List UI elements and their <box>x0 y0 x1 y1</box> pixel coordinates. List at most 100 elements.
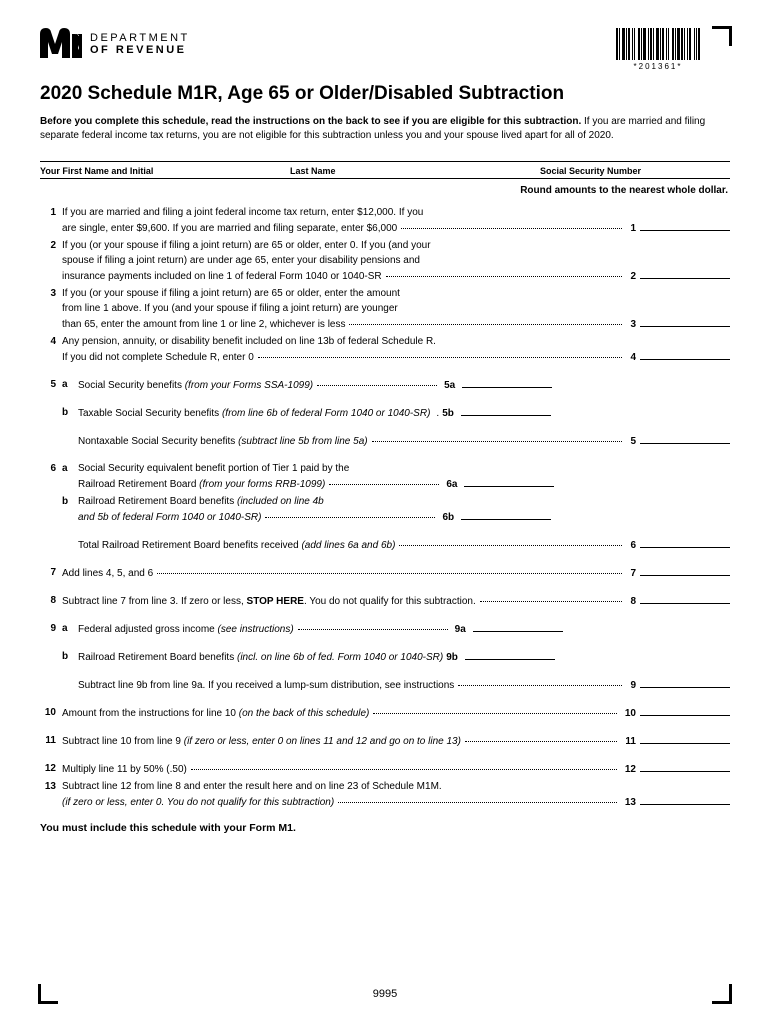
line-2: 2 If you (or your spouse if filing a joi… <box>40 238 730 284</box>
line-2-text-c: insurance payments included on line 1 of… <box>62 269 382 284</box>
crop-mark-bl <box>38 984 58 1004</box>
line-10-text: Amount from the instructions for line 10 <box>62 708 239 719</box>
line-6a-text1: Social Security equivalent benefit porti… <box>78 461 730 476</box>
line-7-text: Add lines 4, 5, and 6 <box>62 566 153 581</box>
line-4-text-b: If you did not complete Schedule R, ente… <box>62 350 254 365</box>
name-row: Your First Name and Initial Last Name So… <box>40 161 730 179</box>
line-5c-text: Nontaxable Social Security benefits <box>78 436 238 447</box>
line-9c-text: Subtract line 9b from line 9a. If you re… <box>78 678 454 693</box>
line-5a: 5 a Social Security benefits (from your … <box>40 377 730 393</box>
line-9b: b Railroad Retirement Board benefits (in… <box>40 649 730 665</box>
field-2[interactable] <box>640 268 730 279</box>
line-13-text-a: Subtract line 12 from line 8 and enter t… <box>62 779 730 794</box>
field-9[interactable] <box>640 677 730 688</box>
line-6b-italic1: (included on line 4b <box>237 496 324 507</box>
barcode-icon <box>616 28 700 60</box>
header: DEPARTMENT OF REVENUE *201361* <box>40 28 730 71</box>
field-6[interactable] <box>640 537 730 548</box>
line-4-text-a: Any pension, annuity, or disability bene… <box>62 334 730 349</box>
intro-bold: Before you complete this schedule, read … <box>40 116 581 127</box>
line-6-total: Total Railroad Retirement Board benefits… <box>40 537 730 553</box>
line-3-text-a: If you (or your spouse if filing a joint… <box>62 286 730 301</box>
field-6b[interactable] <box>461 509 551 520</box>
footer-note: You must include this schedule with your… <box>40 822 730 834</box>
logo-mn-icon <box>40 28 82 61</box>
line-3: 3 If you (or your spouse if filing a joi… <box>40 286 730 332</box>
line-1: 1 If you are married and filing a joint … <box>40 205 730 236</box>
line-3-text-b: from line 1 above. If you (and your spou… <box>62 301 730 316</box>
line-11: 11 Subtract line 10 from line 9 (if zero… <box>40 733 730 749</box>
line-9a-italic: (see instructions) <box>218 624 294 635</box>
label-ssn: Social Security Number <box>540 166 730 176</box>
line-13-italic: (if zero or less, enter 0. You do not qu… <box>62 795 334 810</box>
field-13[interactable] <box>640 794 730 805</box>
form-lines: 1 If you are married and filing a joint … <box>40 205 730 810</box>
line-11-italic: (if zero or less, enter 0 on lines 11 an… <box>184 736 461 747</box>
intro-paragraph: Before you complete this schedule, read … <box>40 115 730 143</box>
line-6a-italic: (from your forms RRB-1099) <box>199 479 325 490</box>
line-6c-text: Total Railroad Retirement Board benefits… <box>78 540 301 551</box>
field-10[interactable] <box>640 705 730 716</box>
field-8[interactable] <box>640 593 730 604</box>
line-8-text-b: STOP HERE <box>247 596 304 607</box>
line-9-total: Subtract line 9b from line 9a. If you re… <box>40 677 730 693</box>
field-7[interactable] <box>640 565 730 576</box>
line-5a-text: Social Security benefits <box>78 380 185 391</box>
field-3[interactable] <box>640 316 730 327</box>
line-6b: b Railroad Retirement Board benefits (in… <box>40 494 730 525</box>
page-title: 2020 Schedule M1R, Age 65 or Older/Disab… <box>40 83 730 105</box>
line-6c-italic: (add lines 6a and 6b) <box>301 540 395 551</box>
field-11[interactable] <box>640 733 730 744</box>
line-1-text-b: are single, enter $9,600. If you are mar… <box>62 221 397 236</box>
line-9a: 9 a Federal adjusted gross income (see i… <box>40 621 730 637</box>
line-8-text-a: Subtract line 7 from line 3. If zero or … <box>62 596 247 607</box>
line-6b-text1: Railroad Retirement Board benefits <box>78 496 237 507</box>
line-6a: 6 a Social Security equivalent benefit p… <box>40 461 730 492</box>
line-5b-text: Taxable Social Security benefits <box>78 408 222 419</box>
label-first-name: Your First Name and Initial <box>40 166 290 176</box>
line-2-text-a: If you (or your spouse if filing a joint… <box>62 238 730 253</box>
line-8: 8 Subtract line 7 from line 3. If zero o… <box>40 593 730 609</box>
line-6b-italic2: and 5b of federal Form 1040 or 1040-SR) <box>78 510 261 525</box>
round-note: Round amounts to the nearest whole dolla… <box>40 185 730 197</box>
line-5b: b Taxable Social Security benefits (from… <box>40 405 730 421</box>
line-5-total: Nontaxable Social Security benefits (sub… <box>40 433 730 449</box>
field-5[interactable] <box>640 433 730 444</box>
barcode-block: *201361* <box>616 28 700 71</box>
line-9b-text: Railroad Retirement Board benefits <box>78 652 237 663</box>
line-10-italic: (on the back of this schedule) <box>239 708 370 719</box>
field-5a[interactable] <box>462 377 552 388</box>
field-4[interactable] <box>640 349 730 360</box>
footer-number: 9995 <box>373 988 397 1000</box>
line-2-text-b: spouse if filing a joint return) are und… <box>62 253 730 268</box>
barcode-text: *201361* <box>616 62 700 71</box>
field-5b[interactable] <box>461 405 551 416</box>
crop-mark-tr <box>712 26 732 46</box>
field-9a[interactable] <box>473 621 563 632</box>
line-5c-italic: (subtract line 5b from line 5a) <box>238 436 368 447</box>
field-1[interactable] <box>640 220 730 231</box>
field-12[interactable] <box>640 761 730 772</box>
line-1-text-a: If you are married and filing a joint fe… <box>62 205 730 220</box>
line-9a-text: Federal adjusted gross income <box>78 624 218 635</box>
line-12-text: Multiply line 11 by 50% (.50) <box>62 762 187 777</box>
line-11-text: Subtract line 10 from line 9 <box>62 736 184 747</box>
line-3-text-c: than 65, enter the amount from line 1 or… <box>62 317 345 332</box>
line-5b-italic: (from line 6b of federal Form 1040 or 10… <box>222 408 430 419</box>
line-10: 10 Amount from the instructions for line… <box>40 705 730 721</box>
dept-line2: OF REVENUE <box>90 45 190 57</box>
line-7: 7 Add lines 4, 5, and 6 7 <box>40 565 730 581</box>
line-12: 12 Multiply line 11 by 50% (.50) 12 <box>40 761 730 777</box>
dept-line1: DEPARTMENT <box>90 33 190 45</box>
line-9b-italic: (incl. on line 6b of fed. Form 1040 or 1… <box>237 652 443 663</box>
line-8-text-c: . You do not qualify for this subtractio… <box>304 596 476 607</box>
field-6a[interactable] <box>464 476 554 487</box>
label-last-name: Last Name <box>290 166 540 176</box>
logo: DEPARTMENT OF REVENUE <box>40 28 190 61</box>
line-13: 13 Subtract line 12 from line 8 and ente… <box>40 779 730 810</box>
line-5a-italic: (from your Forms SSA-1099) <box>185 380 313 391</box>
field-9b[interactable] <box>465 649 555 660</box>
line-6a-text2: Railroad Retirement Board <box>78 479 199 490</box>
dept-name: DEPARTMENT OF REVENUE <box>90 33 190 56</box>
crop-mark-br <box>712 984 732 1004</box>
